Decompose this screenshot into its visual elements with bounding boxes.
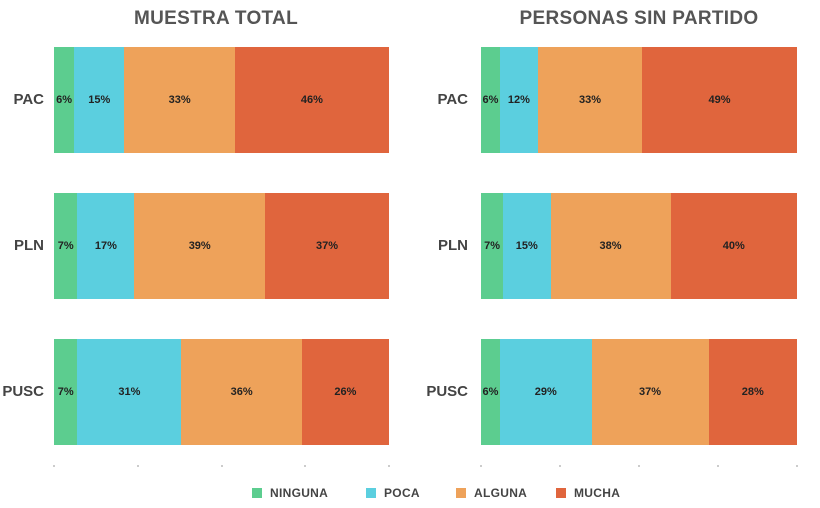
bar-segment-sin-partido-pac-alguna xyxy=(537,47,643,153)
legend-item-poca: POCA xyxy=(366,486,420,500)
bar-segment-sin-partido-pusc-mucha xyxy=(708,339,798,445)
bar-segment-muestra-total-pusc-alguna xyxy=(181,339,303,445)
data-label-muestra-total-pln-alguna: 39% xyxy=(188,240,211,252)
bar-segment-sin-partido-pln-poca xyxy=(503,193,551,299)
data-label-muestra-total-pusc-mucha: 26% xyxy=(334,386,357,398)
bar-segment-muestra-total-pac-ninguna xyxy=(54,47,75,153)
axis-tick-sin-partido xyxy=(559,465,561,467)
category-label-muestra-total-pusc: PUSC xyxy=(2,383,44,400)
data-label-muestra-total-pln-poca: 17% xyxy=(94,240,117,252)
axis-tick-muestra-total xyxy=(388,465,390,467)
axis-tick-muestra-total xyxy=(304,465,307,467)
data-label-sin-partido-pln-alguna: 38% xyxy=(599,240,622,252)
bar-segment-muestra-total-pusc-mucha xyxy=(301,339,390,445)
legend-label-poca: POCA xyxy=(384,486,420,500)
data-label-muestra-total-pac-mucha: 46% xyxy=(300,94,323,106)
data-label-sin-partido-pln-mucha: 40% xyxy=(722,240,745,252)
data-label-muestra-total-pusc-poca: 31% xyxy=(118,386,141,398)
bar-segment-sin-partido-pusc-alguna xyxy=(591,339,709,445)
data-label-muestra-total-pln-mucha: 37% xyxy=(316,240,339,252)
legend-item-alguna: ALGUNA xyxy=(456,486,527,500)
category-label-sin-partido-pln: PLN xyxy=(438,237,468,254)
bar-segment-muestra-total-pln-mucha xyxy=(265,193,390,299)
data-label-sin-partido-pac-mucha: 49% xyxy=(708,94,731,106)
data-label-muestra-total-pusc-alguna: 36% xyxy=(230,386,253,398)
axis-tick-sin-partido xyxy=(717,465,719,467)
axis-tick-sin-partido xyxy=(796,465,798,467)
bar-segment-sin-partido-pusc-ninguna xyxy=(481,339,501,445)
axis-tick-sin-partido xyxy=(480,465,482,467)
bar-segment-muestra-total-pusc-poca xyxy=(77,339,182,445)
axis-tick-muestra-total xyxy=(136,465,139,467)
bar-segment-sin-partido-pac-poca xyxy=(499,47,539,153)
data-label-muestra-total-pac-poca: 15% xyxy=(88,94,111,106)
data-label-sin-partido-pln-ninguna: 7% xyxy=(484,240,500,252)
data-label-muestra-total-pac-ninguna: 6% xyxy=(56,94,72,106)
legend-label-mucha: MUCHA xyxy=(574,486,621,500)
bar-segment-sin-partido-pusc-poca xyxy=(499,339,593,445)
bar-segment-muestra-total-pac-poca xyxy=(74,47,125,153)
data-label-muestra-total-pusc-ninguna: 7% xyxy=(57,386,74,398)
legend-swatch-ninguna xyxy=(252,488,262,498)
category-label-sin-partido-pac: PAC xyxy=(437,91,468,108)
data-label-sin-partido-pusc-alguna: 37% xyxy=(639,386,662,398)
bar-segment-muestra-total-pln-ninguna xyxy=(54,193,78,299)
bar-segment-sin-partido-pln-ninguna xyxy=(481,193,504,299)
axis-tick-muestra-total xyxy=(53,465,55,467)
data-label-sin-partido-pusc-mucha: 28% xyxy=(741,386,764,398)
bar-segment-sin-partido-pln-alguna xyxy=(550,193,672,299)
bar-segment-sin-partido-pln-mucha xyxy=(670,193,798,299)
bar-segment-muestra-total-pusc-ninguna xyxy=(54,339,78,445)
bar-segment-muestra-total-pac-mucha xyxy=(234,47,390,153)
category-label-muestra-total-pac: PAC xyxy=(13,91,44,108)
bar-segment-sin-partido-pac-ninguna xyxy=(481,47,501,153)
panel-title-muestra-total: MUESTRA TOTAL xyxy=(134,8,298,29)
data-label-sin-partido-pac-ninguna: 6% xyxy=(482,94,499,106)
bar-segment-muestra-total-pac-alguna xyxy=(124,47,236,153)
data-label-muestra-total-pln-ninguna: 7% xyxy=(57,240,74,252)
legend-swatch-mucha xyxy=(556,488,566,498)
legend-swatch-alguna xyxy=(456,488,466,498)
data-label-sin-partido-pusc-poca: 29% xyxy=(534,386,557,398)
data-label-sin-partido-pusc-ninguna: 6% xyxy=(482,386,499,398)
data-label-sin-partido-pac-poca: 12% xyxy=(507,94,530,106)
bar-segment-muestra-total-pln-alguna xyxy=(134,193,266,299)
data-label-sin-partido-pln-poca: 15% xyxy=(515,240,538,252)
bar-segment-muestra-total-pln-poca xyxy=(77,193,135,299)
legend-item-ninguna: NINGUNA xyxy=(252,486,328,500)
legend: NINGUNA POCA ALGUNA MUCHA xyxy=(0,486,820,502)
axis-tick-muestra-total xyxy=(220,465,223,467)
legend-label-alguna: ALGUNA xyxy=(474,486,528,500)
legend-item-mucha: MUCHA xyxy=(556,486,620,500)
category-label-muestra-total-pln: PLN xyxy=(14,237,44,254)
panel-title-sin-partido: PERSONAS SIN PARTIDO xyxy=(519,8,759,29)
bar-segment-sin-partido-pac-mucha xyxy=(642,47,798,153)
legend-label-ninguna: NINGUNA xyxy=(270,486,329,500)
legend-swatch-poca xyxy=(366,488,376,498)
category-label-sin-partido-pusc: PUSC xyxy=(426,383,468,400)
axis-tick-sin-partido xyxy=(638,465,640,467)
data-label-muestra-total-pac-alguna: 33% xyxy=(168,94,191,106)
data-label-sin-partido-pac-alguna: 33% xyxy=(578,94,602,106)
